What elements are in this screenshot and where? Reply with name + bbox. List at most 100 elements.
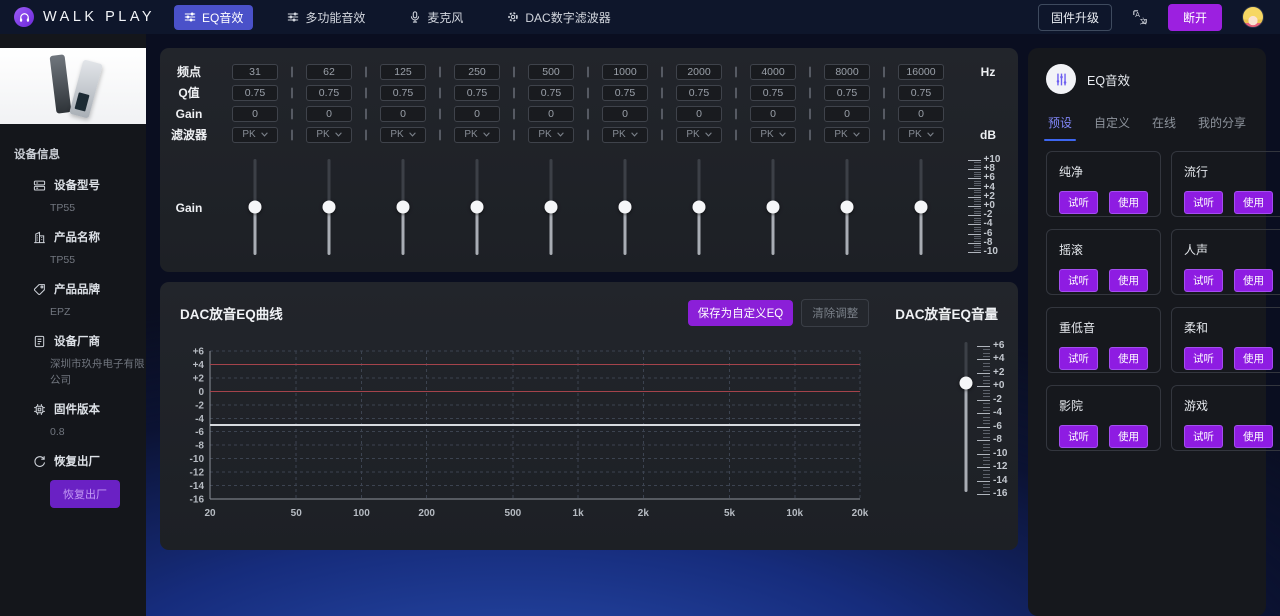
- band-6-filter-select[interactable]: PK: [676, 126, 722, 143]
- band-8-freq-input[interactable]: [824, 63, 870, 80]
- band-1-q-input[interactable]: [306, 84, 352, 101]
- filter-value: PK: [538, 129, 552, 140]
- band-7-gain-slider[interactable]: [736, 159, 810, 255]
- band-1-freq-input[interactable]: [306, 63, 352, 80]
- x-axis-tick-label: 100: [353, 508, 370, 519]
- preset-card-0: 纯净 试听 使用: [1046, 151, 1161, 217]
- band-9-q-input[interactable]: [898, 84, 944, 101]
- band-3-gain-slider[interactable]: [440, 159, 514, 255]
- band-7-freq-input[interactable]: [750, 63, 796, 80]
- band-0-filter-select[interactable]: PK: [232, 126, 278, 143]
- dac-volume-slider[interactable]: [958, 342, 974, 492]
- band-1-gain-slider[interactable]: [292, 159, 366, 255]
- user-avatar[interactable]: [1242, 6, 1264, 28]
- tab-EQ音效[interactable]: EQ音效: [174, 4, 254, 30]
- tab-DAC数字滤波器[interactable]: DAC数字滤波器: [497, 5, 620, 30]
- band-8-gain-input[interactable]: [824, 105, 870, 122]
- band-4-filter-select[interactable]: PK: [528, 126, 574, 143]
- slider-thumb[interactable]: [544, 200, 558, 214]
- band-0-freq-input[interactable]: [232, 63, 278, 80]
- tab-麦克风[interactable]: 麦克风: [399, 5, 473, 30]
- band-5-freq-input[interactable]: [602, 63, 648, 80]
- preset-1-use-button[interactable]: 使用: [1234, 191, 1273, 214]
- band-2-gain-input[interactable]: [380, 105, 426, 122]
- preset-1-audition-button[interactable]: 试听: [1184, 191, 1223, 214]
- slider-thumb[interactable]: [470, 200, 484, 214]
- preset-5-use-button[interactable]: 使用: [1234, 347, 1273, 370]
- band-8-q-input[interactable]: [824, 84, 870, 101]
- slider-thumb[interactable]: [692, 200, 706, 214]
- band-0-gain-input[interactable]: [232, 105, 278, 122]
- presets-tab-我的分享[interactable]: 我的分享: [1197, 116, 1246, 130]
- band-6-freq-input[interactable]: [676, 63, 722, 80]
- preset-2-use-button[interactable]: 使用: [1109, 269, 1148, 292]
- preset-7-use-button[interactable]: 使用: [1234, 425, 1273, 448]
- band-8-filter-select[interactable]: PK: [824, 126, 870, 143]
- slider-thumb[interactable]: [914, 200, 928, 214]
- slider-thumb[interactable]: [396, 200, 410, 214]
- slider-thumb[interactable]: [766, 200, 780, 214]
- band-4-filter-cell: PK: [514, 124, 588, 145]
- band-2-q-input[interactable]: [380, 84, 426, 101]
- band-6-gain-slider[interactable]: [662, 159, 736, 255]
- band-3-q-input[interactable]: [454, 84, 500, 101]
- walkplay-logo-icon: [14, 7, 34, 27]
- band-0-q-input[interactable]: [232, 84, 278, 101]
- band-4-gain-input[interactable]: [528, 105, 574, 122]
- sidebar-item-3: 设备厂商: [0, 329, 146, 353]
- band-9-freq-input[interactable]: [898, 63, 944, 80]
- band-2-freq-input[interactable]: [380, 63, 426, 80]
- save-custom-eq-button[interactable]: 保存为自定义EQ: [687, 300, 794, 326]
- band-4-freq-input[interactable]: [528, 63, 574, 80]
- band-4-gain-slider[interactable]: [514, 159, 588, 255]
- slider-thumb[interactable]: [322, 200, 336, 214]
- firmware-upgrade-button[interactable]: 固件升级: [1037, 3, 1112, 31]
- preset-4-audition-button[interactable]: 试听: [1059, 347, 1098, 370]
- band-5-filter-select[interactable]: PK: [602, 126, 648, 143]
- preset-0-use-button[interactable]: 使用: [1109, 191, 1148, 214]
- preset-0-audition-button[interactable]: 试听: [1059, 191, 1098, 214]
- volume-slider-thumb[interactable]: [959, 376, 973, 390]
- band-9-gain-input[interactable]: [898, 105, 944, 122]
- slider-thumb[interactable]: [618, 200, 632, 214]
- band-6-q-input[interactable]: [676, 84, 722, 101]
- band-2-filter-select[interactable]: PK: [380, 126, 426, 143]
- band-2-gain-slider[interactable]: [366, 159, 440, 255]
- band-4-q-input[interactable]: [528, 84, 574, 101]
- band-5-gain-input[interactable]: [602, 105, 648, 122]
- slider-thumb[interactable]: [248, 200, 262, 214]
- preset-3-audition-button[interactable]: 试听: [1184, 269, 1223, 292]
- preset-4-use-button[interactable]: 使用: [1109, 347, 1148, 370]
- tab-多功能音效[interactable]: 多功能音效: [277, 5, 375, 30]
- band-1-filter-select[interactable]: PK: [306, 126, 352, 143]
- slider-thumb[interactable]: [840, 200, 854, 214]
- preset-3-use-button[interactable]: 使用: [1234, 269, 1273, 292]
- band-9-gain-slider[interactable]: [884, 159, 958, 255]
- presets-tab-在线[interactable]: 在线: [1151, 116, 1176, 130]
- main-nav: EQ音效 多功能音效 麦克风 DAC数字滤波器: [174, 4, 621, 30]
- band-5-q-input[interactable]: [602, 84, 648, 101]
- band-3-filter-select[interactable]: PK: [454, 126, 500, 143]
- disconnect-button[interactable]: 断开: [1167, 3, 1222, 31]
- preset-7-audition-button[interactable]: 试听: [1184, 425, 1223, 448]
- band-3-gain-input[interactable]: [454, 105, 500, 122]
- band-7-q-input[interactable]: [750, 84, 796, 101]
- preset-6-use-button[interactable]: 使用: [1109, 425, 1148, 448]
- band-7-gain-input[interactable]: [750, 105, 796, 122]
- band-9-filter-select[interactable]: PK: [898, 126, 944, 143]
- band-8-gain-slider[interactable]: [810, 159, 884, 255]
- presets-tab-自定义[interactable]: 自定义: [1093, 116, 1130, 130]
- band-5-gain-slider[interactable]: [588, 159, 662, 255]
- band-3-freq-input[interactable]: [454, 63, 500, 80]
- band-7-filter-select[interactable]: PK: [750, 126, 796, 143]
- preset-5-audition-button[interactable]: 试听: [1184, 347, 1223, 370]
- preset-6-audition-button[interactable]: 试听: [1059, 425, 1098, 448]
- band-1-gain-input[interactable]: [306, 105, 352, 122]
- clear-adjustments-button[interactable]: 清除调整: [801, 299, 870, 327]
- band-6-gain-input[interactable]: [676, 105, 722, 122]
- preset-2-audition-button[interactable]: 试听: [1059, 269, 1098, 292]
- factory-reset-button[interactable]: 恢复出厂: [50, 480, 120, 508]
- presets-tab-预设[interactable]: 预设: [1048, 114, 1072, 133]
- band-0-gain-slider[interactable]: [218, 159, 292, 255]
